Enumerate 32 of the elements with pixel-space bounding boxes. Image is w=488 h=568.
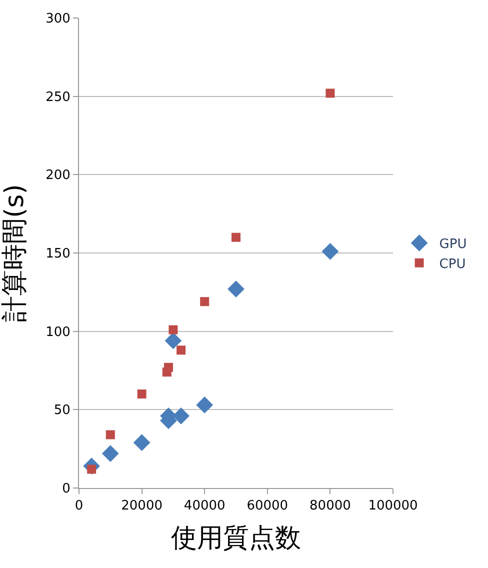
x-axis-title: 使用質点数 [171, 523, 301, 554]
point [176, 346, 186, 355]
y-tick-label: 0 [62, 482, 70, 497]
y-tick-label: 250 [46, 90, 70, 105]
point [200, 297, 210, 306]
y-tick-label: 100 [46, 324, 70, 340]
point [102, 445, 119, 462]
point [326, 88, 335, 98]
point [106, 430, 115, 440]
y-tick-label: 50 [54, 403, 70, 418]
y-tick-label: 300 [46, 12, 70, 27]
point [196, 396, 214, 414]
x-tick-label: 40000 [184, 498, 226, 514]
y-axis-title: 計算時間(s) [0, 184, 30, 322]
point [168, 325, 178, 334]
point [232, 232, 240, 242]
point [228, 280, 244, 298]
y-tick-label: 150 [46, 246, 70, 262]
legend-label: CPU [439, 256, 466, 272]
point [137, 390, 146, 398]
point [164, 332, 182, 350]
point [172, 407, 190, 424]
x-tick-label: 100000 [368, 498, 418, 514]
y-tick-label: 200 [46, 168, 70, 184]
point [133, 434, 150, 452]
point [164, 362, 173, 372]
legend-label: GPU [439, 237, 467, 252]
point [322, 242, 339, 260]
x-tick-label: 80000 [310, 498, 351, 514]
x-tick-label: 0 [74, 498, 84, 514]
x-tick-label: 20000 [121, 498, 162, 514]
x-tick-label: 60000 [246, 498, 288, 514]
